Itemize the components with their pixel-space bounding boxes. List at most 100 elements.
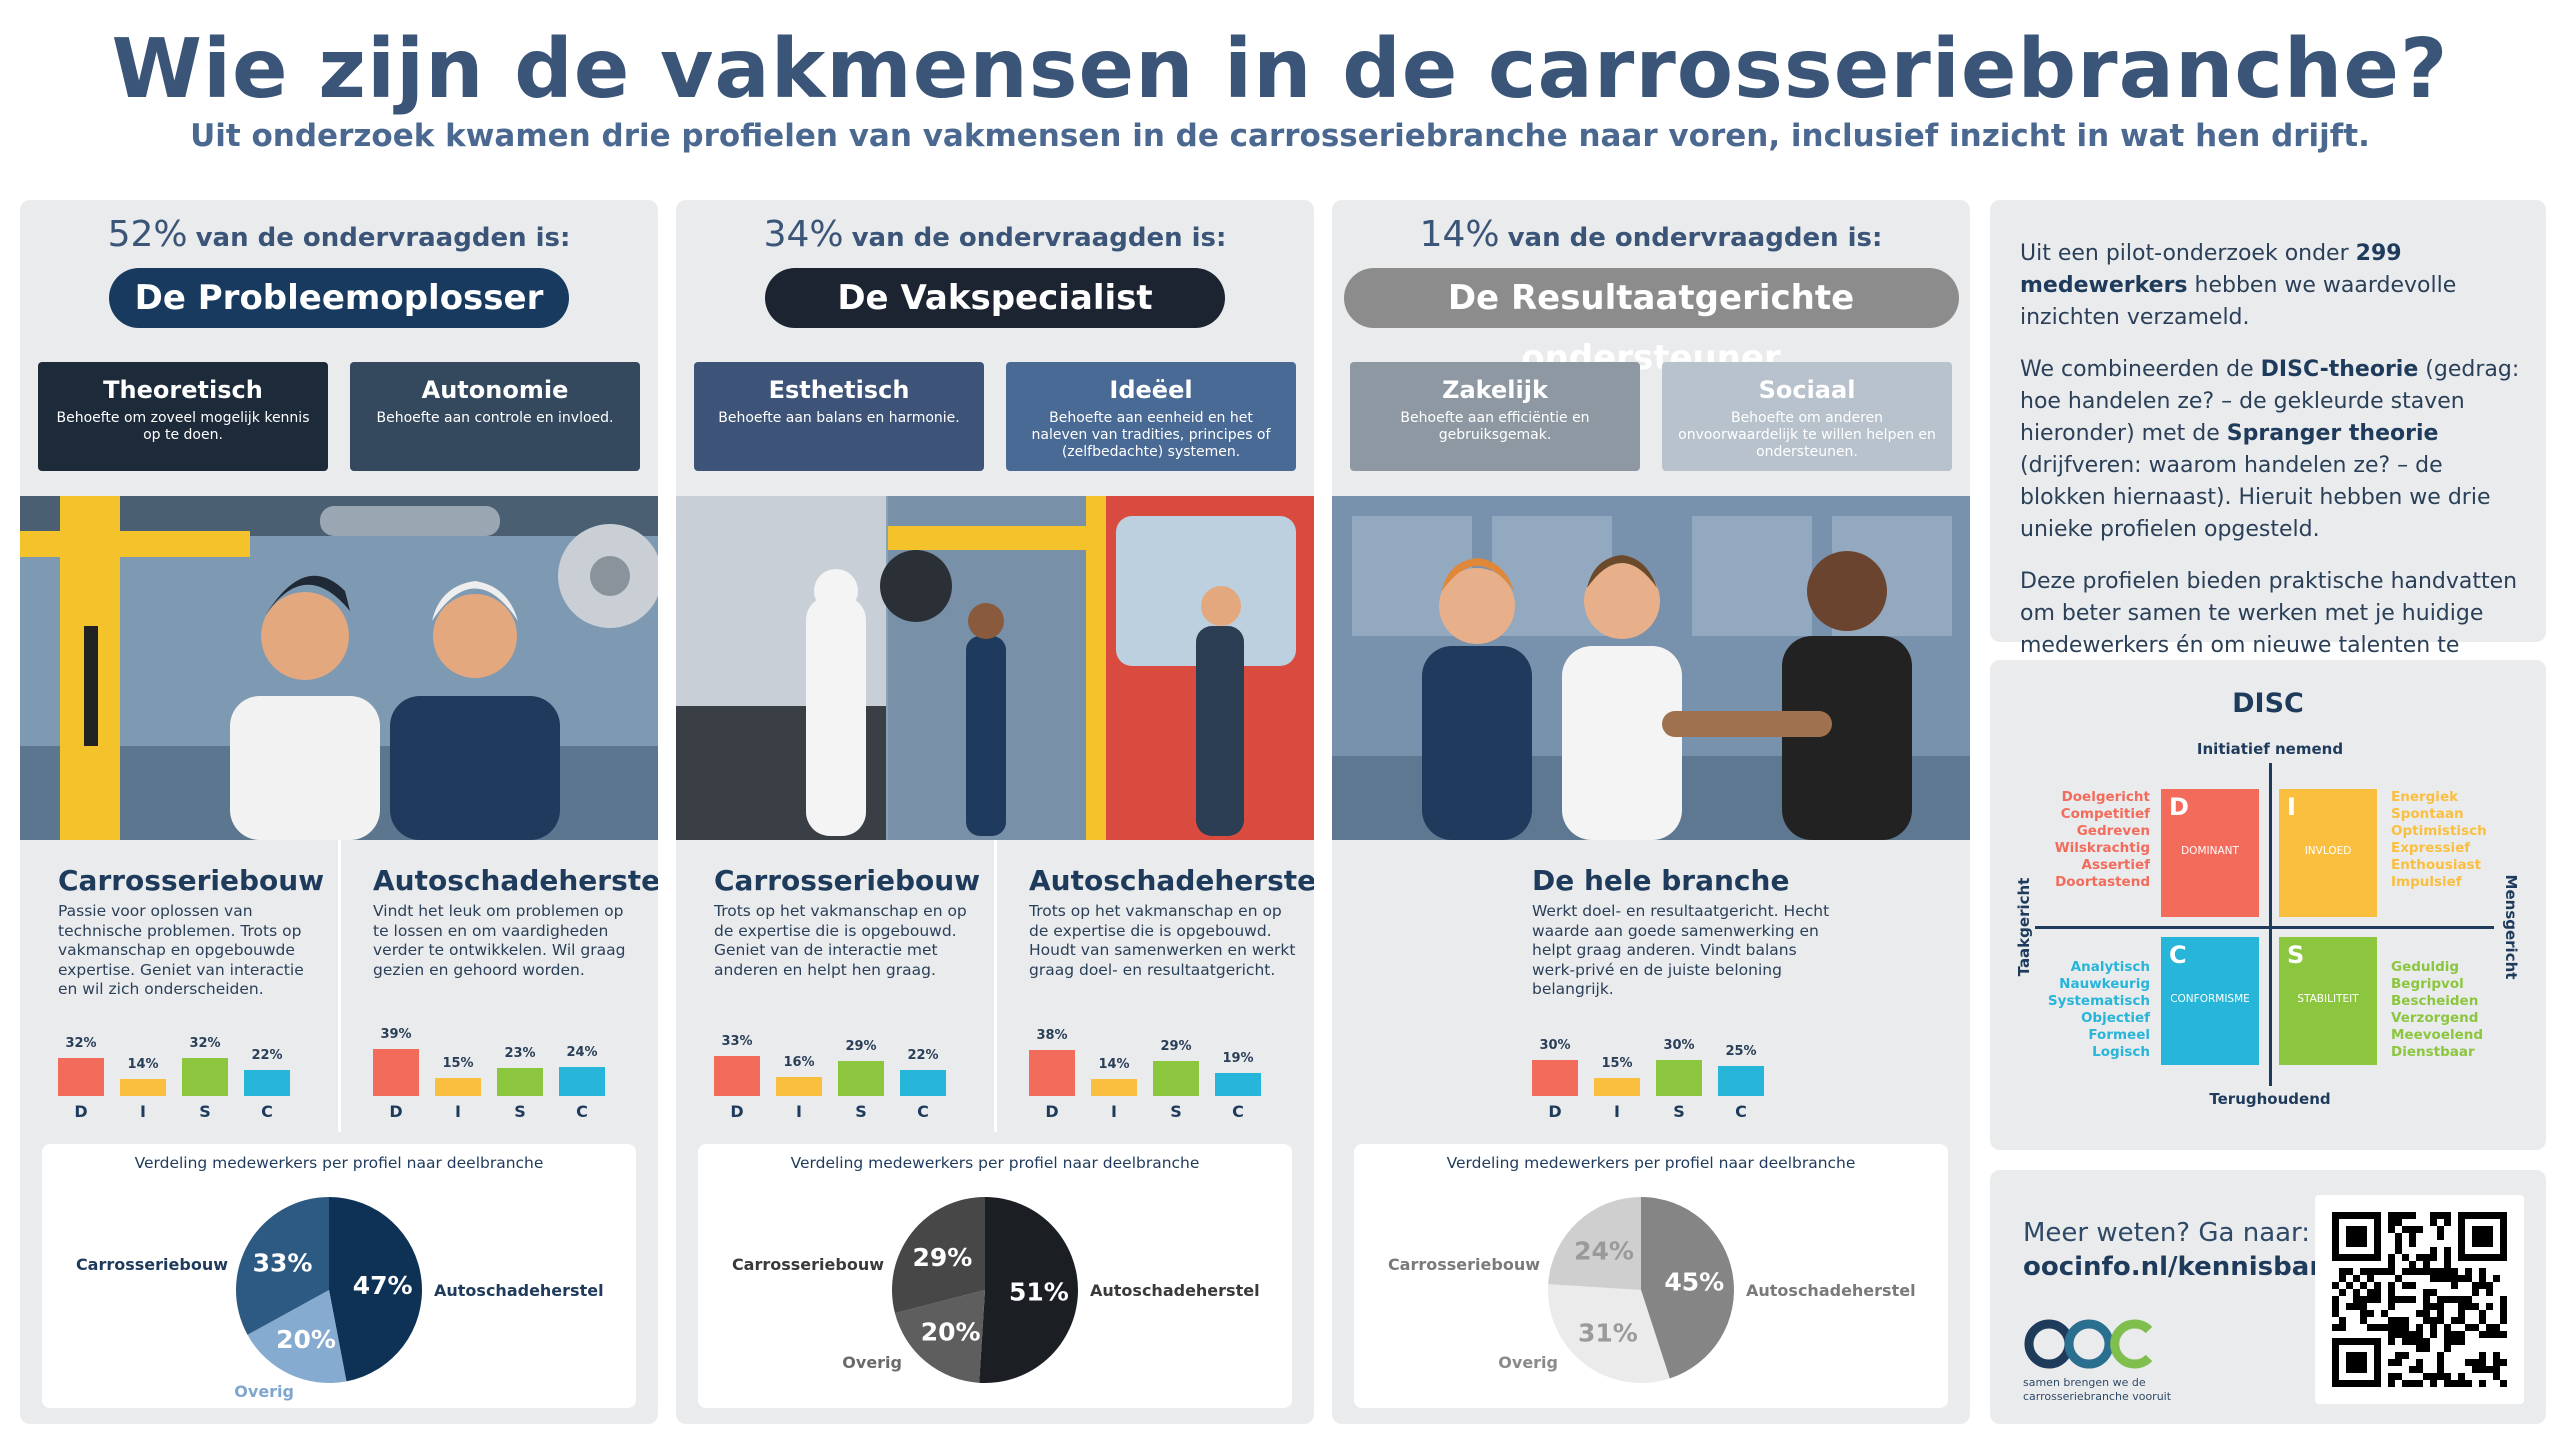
pie-category-label: Overig	[842, 1353, 902, 1372]
qr-box	[2315, 1195, 2524, 1404]
quadrant-trait: Wilskrachtig	[2054, 840, 2150, 856]
side-text: Spranger theorie	[2226, 421, 2439, 446]
column-divider	[338, 840, 341, 1132]
disc-bar	[497, 1068, 543, 1096]
disc-category: S	[514, 1102, 526, 1121]
quadrant-name: INVLOED	[2304, 845, 2352, 857]
side-text: (gedrag: hoe handelen ze? – de gekleurde…	[2020, 357, 2520, 446]
profile-share: 34%	[763, 214, 844, 255]
trait-text: Behoefte om anderen onvoorwaardelijk te …	[1678, 410, 1936, 460]
disc-category: S	[855, 1102, 867, 1121]
quadrant-name: STABILITEIT	[2297, 993, 2359, 1005]
disc-bar-label: 30%	[1663, 1038, 1695, 1053]
trait-title: Zakelijk	[1442, 376, 1548, 404]
disc-bar-label: 14%	[1098, 1057, 1130, 1073]
disc-bar	[1718, 1066, 1764, 1096]
quadrant-trait: Gedreven	[2076, 823, 2150, 839]
trait-box: Autonomie Behoefte aan controle en invloe…	[350, 362, 640, 471]
pie-category-label: Carrosseriebouw	[76, 1255, 228, 1274]
trait-text: Behoefte aan controle en invloed.	[376, 410, 614, 426]
disc-category: C	[1232, 1102, 1244, 1121]
pie-category-label: Overig	[1498, 1353, 1558, 1372]
disc-bar-label: 33%	[721, 1034, 753, 1050]
disc-quadrant: C CONFORMISME	[2161, 937, 2259, 1065]
profile-panel: 14% van de ondervraagden is: De Resultaatg…	[1332, 200, 1970, 1424]
trait-box: Zakelijk Behoefte aan efficiëntie en gebr…	[1350, 362, 1640, 471]
quadrant-trait: Objectief	[2080, 1010, 2150, 1026]
footer-tagline: samen brengen we de	[2023, 1376, 2146, 1389]
profile-intro: van de ondervraagden is:	[195, 223, 571, 253]
disc-quadrant: S STABILITEIT	[2279, 937, 2377, 1065]
quadrant-trait: Impulsief	[2391, 874, 2462, 890]
quadrant-letter: C	[2169, 941, 2187, 969]
pie-value-label: 20%	[921, 1318, 981, 1347]
disc-category: C	[261, 1102, 273, 1121]
pie-slice	[1641, 1197, 1734, 1379]
pie-value-label: 51%	[1009, 1278, 1069, 1307]
qr-code	[2332, 1212, 2507, 1387]
quadrant-trait: Bescheiden	[2391, 993, 2479, 1009]
pie-value-label: 31%	[1578, 1319, 1638, 1348]
pie-value-label: 24%	[1574, 1237, 1634, 1266]
column-text: Passie voor oplossen van technische prob…	[58, 902, 304, 998]
pie-title: Verdeling medewerkers per profiel naar d…	[1446, 1154, 1856, 1172]
pie-box: Verdeling medewerkers per profiel naar d…	[42, 1144, 636, 1408]
pie-category-label: Autoschadeherstel	[434, 1281, 604, 1300]
column-heading: Carrosseriebouw	[58, 864, 325, 897]
side-text: DISC-theorie	[2260, 357, 2419, 382]
disc-bar-label: 22%	[251, 1047, 283, 1063]
disc-bar	[1091, 1079, 1137, 1096]
disc-category: C	[1735, 1102, 1747, 1121]
pie-slice	[892, 1197, 985, 1314]
subtitle: Uit onderzoek kwamen drie profielen van …	[190, 118, 2370, 154]
disc-bar	[1215, 1073, 1261, 1096]
disc-bar-label: 14%	[127, 1057, 159, 1073]
disc-category: D	[1548, 1102, 1562, 1121]
pie-chart: 47% 20% 33% Autoschadeherstel Overig Carrosse…	[76, 1197, 604, 1401]
quadrant-trait: Verzorgend	[2391, 1010, 2479, 1026]
quadrant-trait: Expressief	[2391, 840, 2471, 856]
side-text: We combineerden de	[2020, 357, 2261, 382]
pie-box: Verdeling medewerkers per profiel naar d…	[1354, 1144, 1948, 1408]
profile-heading: 14% van de ondervraagden is:	[1332, 214, 1970, 255]
side-paragraph: Uit een pilot-onderzoek onder 299 medewe…	[2020, 238, 2520, 334]
quadrant-trait: Assertief	[2081, 857, 2150, 873]
quadrant-trait: Doelgericht	[2061, 789, 2150, 805]
disc-bar-label: 38%	[1036, 1028, 1068, 1044]
disc-bar-label: 39%	[380, 1027, 412, 1043]
disc-category: I	[796, 1102, 802, 1121]
disc-quadrant: I INVLOED	[2279, 789, 2377, 917]
quadrant-trait: Energiek	[2391, 789, 2459, 805]
trait-box: Esthetisch Behoefte aan balans en harmoni…	[694, 362, 984, 471]
disc-bar	[776, 1076, 822, 1096]
side-intro: Uit een pilot-onderzoek onder 299 medewe…	[1990, 200, 2546, 690]
disc-bar-label: 23%	[504, 1046, 536, 1062]
pie-value-label: 20%	[276, 1325, 336, 1354]
disc-bar	[435, 1078, 481, 1096]
column-text: Trots op het vakmanschap en op de expert…	[714, 902, 967, 979]
trait-title: Ideëel	[1109, 376, 1193, 404]
quadrant-trait: Spontaan	[2391, 806, 2464, 822]
column-heading: De hele branche	[1532, 864, 1790, 897]
quadrant-letter: I	[2287, 793, 2296, 821]
footer-tagline: carrosseriebranche vooruit	[2023, 1390, 2172, 1403]
disc-bar	[58, 1057, 104, 1096]
profile-share: 14%	[1419, 214, 1500, 255]
disc-bar	[1029, 1050, 1075, 1096]
profile-panel: 34% van de ondervraagden is: De Vakspecial…	[676, 200, 1314, 1424]
quadrant-trait: Doortastend	[2055, 874, 2150, 890]
quadrant-trait: Enthousiast	[2391, 857, 2482, 873]
axis-label: Initiatief nemend	[2196, 740, 2344, 758]
footer-link: oocinfo.nl/kennisbank	[2023, 1252, 2346, 1282]
trait-title: Theoretisch	[103, 376, 263, 404]
disc-category: C	[576, 1102, 588, 1121]
pie-slice	[329, 1197, 422, 1382]
quadrant-trait: Meevoelend	[2391, 1027, 2484, 1043]
trait-text: Behoefte aan eenheid en het naleven van …	[1031, 410, 1271, 460]
profile-name: De Probleemoplosser	[109, 268, 569, 328]
pie-category-label: Autoschadeherstel	[1090, 1281, 1260, 1300]
trait-box: Theoretisch Behoefte om zoveel mogelijk k…	[38, 362, 328, 471]
disc-panel: DISC Initiatief nemend Terughoudend Taakger…	[1990, 660, 2546, 1150]
disc-bar-label: 29%	[1160, 1039, 1192, 1055]
